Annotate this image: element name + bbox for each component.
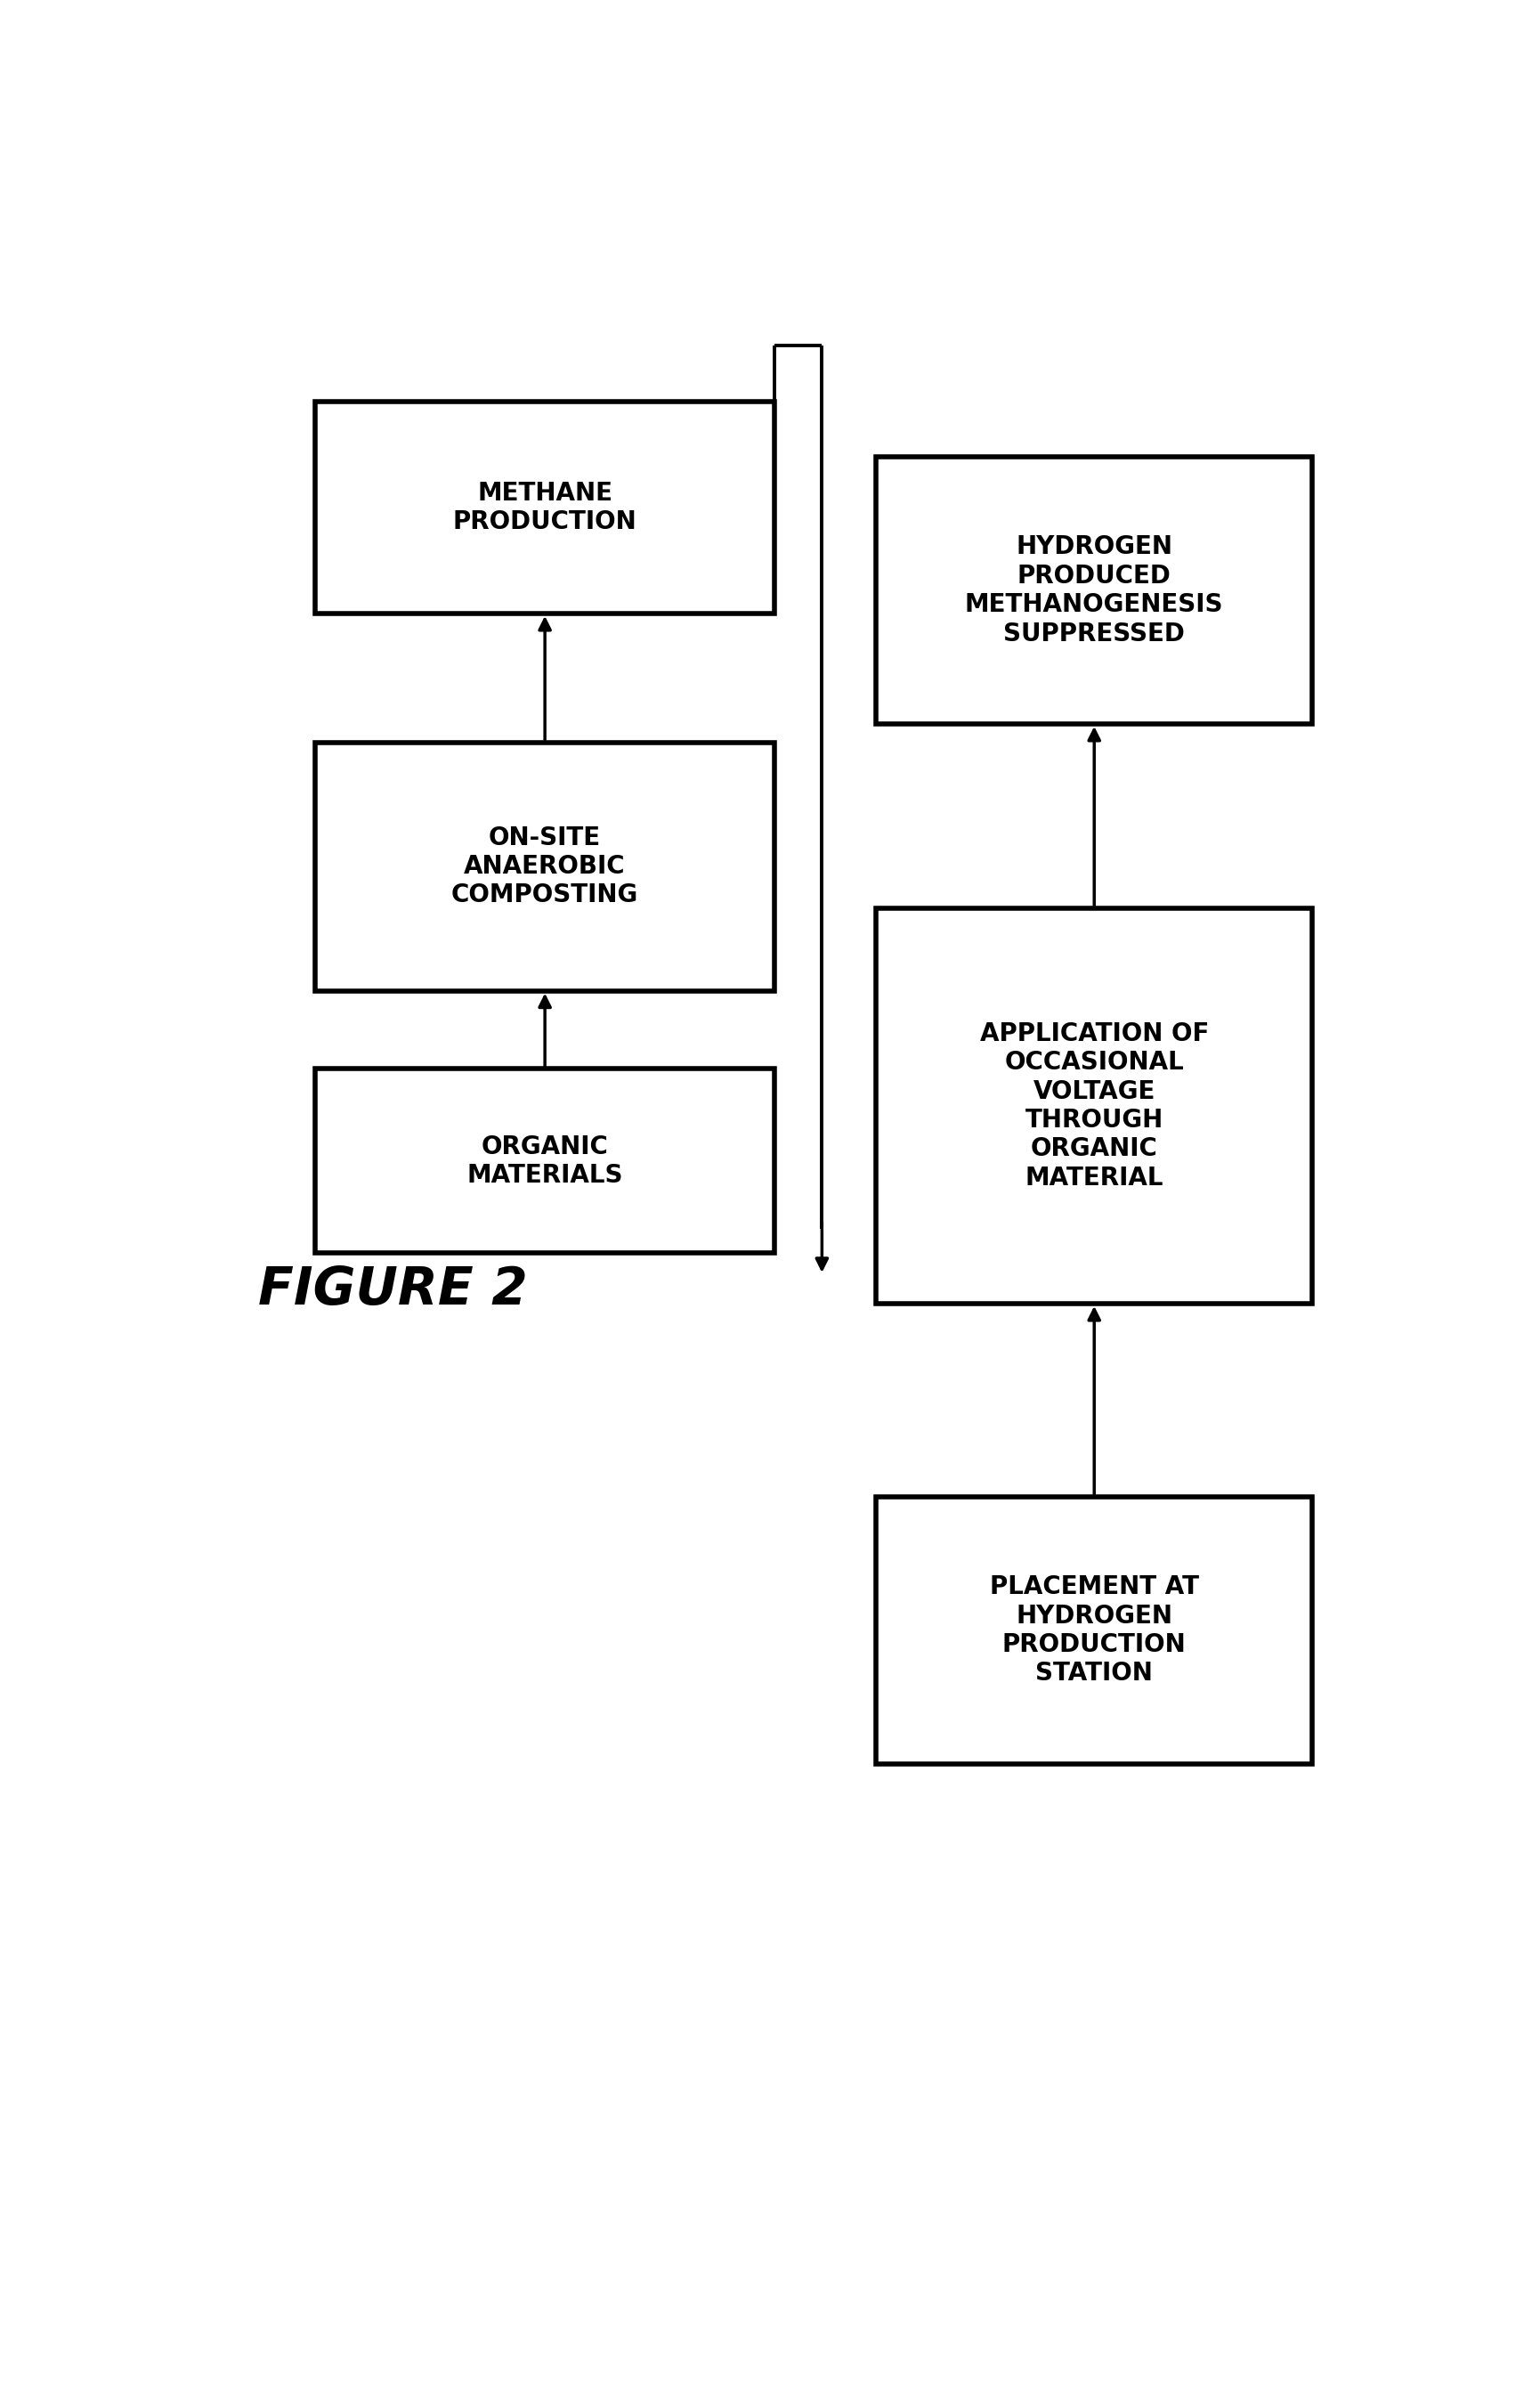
Bar bbox=[876, 1496, 1312, 1764]
Text: ON-SITE
ANAEROBIC
COMPOSTING: ON-SITE ANAEROBIC COMPOSTING bbox=[451, 825, 638, 908]
Text: ORGANIC
MATERIALS: ORGANIC MATERIALS bbox=[467, 1133, 622, 1188]
Bar bbox=[876, 908, 1312, 1303]
Bar bbox=[876, 456, 1312, 724]
Bar bbox=[314, 1068, 775, 1252]
Text: FIGURE 2: FIGURE 2 bbox=[259, 1264, 528, 1315]
Text: PLACEMENT AT
HYDROGEN
PRODUCTION
STATION: PLACEMENT AT HYDROGEN PRODUCTION STATION bbox=[989, 1575, 1198, 1685]
Text: METHANE
PRODUCTION: METHANE PRODUCTION bbox=[453, 480, 636, 535]
Text: HYDROGEN
PRODUCED
METHANOGENESIS
SUPPRESSED: HYDROGEN PRODUCED METHANOGENESIS SUPPRES… bbox=[964, 535, 1223, 645]
Text: APPLICATION OF
OCCASIONAL
VOLTAGE
THROUGH
ORGANIC
MATERIAL: APPLICATION OF OCCASIONAL VOLTAGE THROUG… bbox=[979, 1021, 1207, 1190]
Bar bbox=[314, 402, 775, 614]
Bar bbox=[314, 743, 775, 992]
